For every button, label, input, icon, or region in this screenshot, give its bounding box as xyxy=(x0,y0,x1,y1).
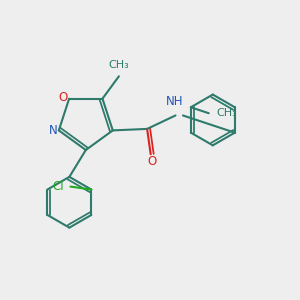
Text: O: O xyxy=(148,155,157,168)
Text: O: O xyxy=(58,91,67,104)
Text: CH₃: CH₃ xyxy=(216,108,237,118)
Text: NH: NH xyxy=(166,95,184,108)
Text: Cl: Cl xyxy=(52,180,64,193)
Text: N: N xyxy=(49,124,58,137)
Text: CH₃: CH₃ xyxy=(109,60,129,70)
